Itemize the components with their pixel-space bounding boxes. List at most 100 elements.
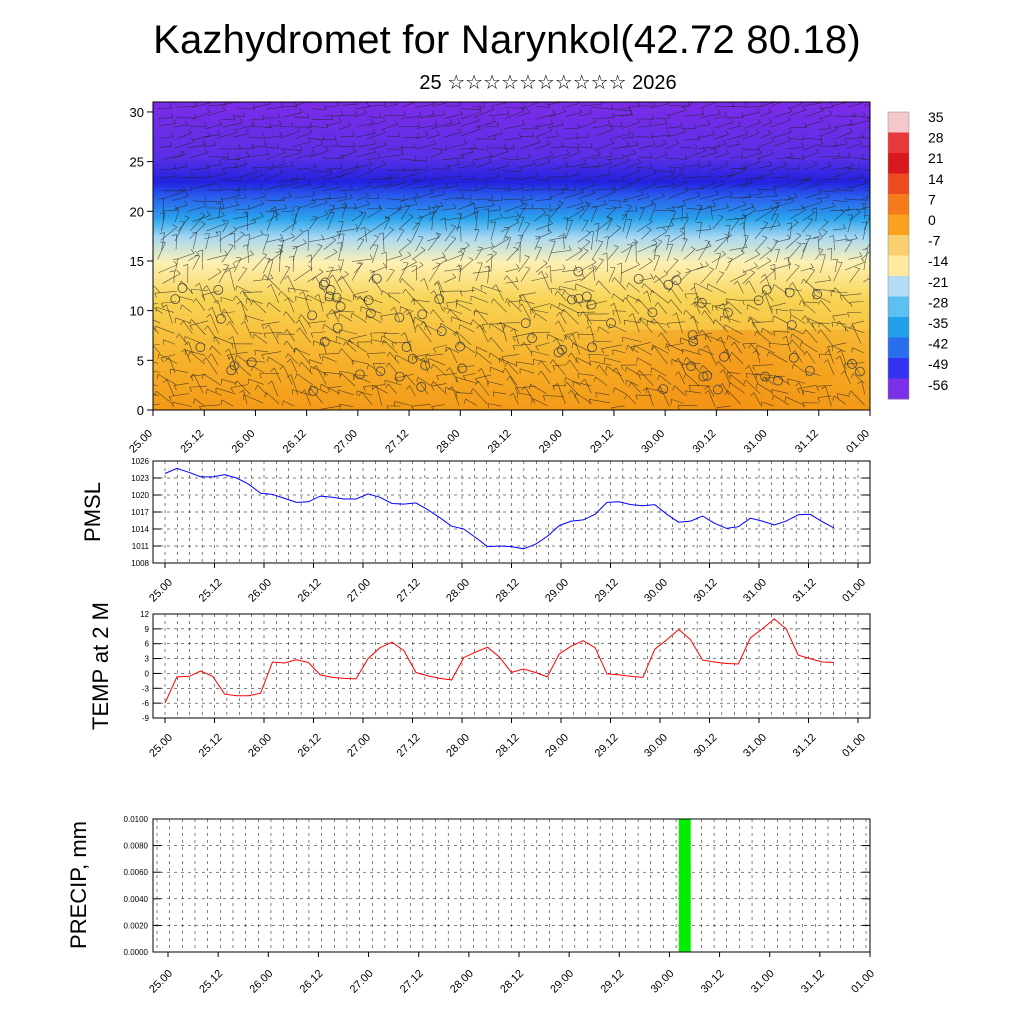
wind-barb [506, 275, 519, 291]
wind-barb-flag [577, 123, 580, 129]
wind-barb-flag [390, 307, 395, 311]
wind-barb [514, 328, 520, 345]
wind-barb [606, 366, 622, 376]
wind-barb [801, 341, 818, 353]
calm-marker [804, 365, 815, 376]
wind-barb-flag [442, 256, 447, 260]
wind-barb-flag [221, 312, 225, 318]
wind-barb-flag [383, 102, 386, 106]
wind-barb-flag [838, 151, 841, 157]
wind-barb [742, 342, 757, 345]
wind-barb-flag [490, 194, 494, 200]
wind-barb [834, 259, 838, 273]
wind-barb [310, 170, 331, 173]
wind-barb [596, 191, 616, 200]
wind-barb-flag [399, 204, 402, 210]
wind-barb-flag [208, 353, 212, 358]
wind-barb-flag [832, 315, 836, 321]
wind-barb [863, 248, 869, 271]
wind-barb [459, 128, 481, 137]
wind-barb-flag [461, 192, 465, 198]
wind-barb-flag [683, 163, 685, 169]
wind-barb [153, 302, 159, 305]
wind-barb [594, 142, 614, 151]
wind-barb-flag [832, 395, 835, 401]
wind-barb-flag [355, 224, 359, 229]
colorbar-label: 35 [928, 109, 944, 125]
wind-barb-flag [510, 328, 515, 332]
wind-barb [292, 141, 311, 147]
wind-barb [285, 311, 296, 324]
wind-barb-flag [221, 309, 225, 314]
wind-barb-flag [452, 331, 457, 335]
wind-barb-flag [794, 192, 798, 198]
wind-barb [189, 223, 206, 240]
wind-barb-flag [242, 211, 248, 214]
wind-barb [310, 388, 324, 404]
wind-barb-flag [804, 176, 808, 181]
wind-barb-flag [377, 205, 382, 210]
wind-barb-flag [413, 317, 415, 323]
wind-barb-flag [189, 387, 192, 392]
wind-barb [612, 349, 626, 354]
wind-barb [234, 234, 245, 243]
wind-barb-flag [311, 198, 316, 203]
wind-barb [637, 357, 652, 367]
wind-barb [423, 321, 432, 335]
wind-barb-flag [837, 349, 842, 354]
wind-barb [396, 229, 405, 242]
wind-barb [268, 356, 283, 366]
wind-barb [689, 384, 711, 387]
wind-barb-flag [620, 121, 623, 127]
wind-barb-flag [843, 223, 846, 229]
wind-barb [207, 215, 225, 221]
wind-barb-flag [187, 351, 191, 357]
wind-barb [487, 199, 503, 201]
wind-barb-flag [339, 373, 342, 379]
wind-barb-flag [613, 245, 619, 248]
wind-barb-flag [436, 130, 440, 136]
x-tick-label: 28.00 [448, 968, 476, 996]
colorbar-swatch [888, 173, 909, 195]
wind-barb [201, 290, 220, 296]
wind-barb [788, 138, 804, 141]
wind-barb-flag [556, 131, 559, 137]
wind-barb-flag [454, 331, 458, 337]
wind-barb [364, 296, 383, 304]
wind-barb [206, 223, 226, 232]
wind-barb-flag [755, 128, 760, 134]
wind-barb-flag [767, 246, 772, 251]
wind-barb [785, 265, 800, 282]
wind-barb [591, 231, 594, 251]
wind-barb [773, 201, 794, 209]
wind-barb-flag [403, 166, 406, 172]
wind-barb-flag [770, 306, 774, 312]
wind-barb [852, 325, 862, 344]
wind-barb-flag [264, 392, 267, 398]
wind-barb [847, 157, 864, 159]
wind-barb-flag [578, 247, 583, 251]
x-tick-label: 30.12 [699, 968, 727, 996]
wind-barb [744, 254, 761, 263]
wind-barb-flag [637, 318, 641, 323]
wind-barb-flag [472, 211, 478, 214]
wind-barb-flag [515, 218, 520, 223]
wind-barb-flag [745, 373, 748, 379]
wind-barb [801, 300, 816, 314]
wind-barb-flag [682, 238, 688, 240]
wind-barb [500, 221, 520, 233]
wind-barb [325, 267, 334, 282]
wind-barb [254, 350, 268, 353]
wind-barb-flag [576, 169, 580, 175]
wind-barb [294, 206, 300, 220]
wind-barb [173, 124, 188, 128]
wind-barb-flag [368, 167, 372, 172]
wind-barb [221, 399, 234, 407]
wind-barb [750, 343, 761, 356]
wind-barb [432, 381, 447, 395]
wind-barb [681, 206, 683, 222]
wind-barb-flag [138, 347, 140, 352]
wind-barb [221, 245, 234, 263]
wind-barb-flag [532, 359, 535, 365]
wind-barb [670, 182, 687, 189]
